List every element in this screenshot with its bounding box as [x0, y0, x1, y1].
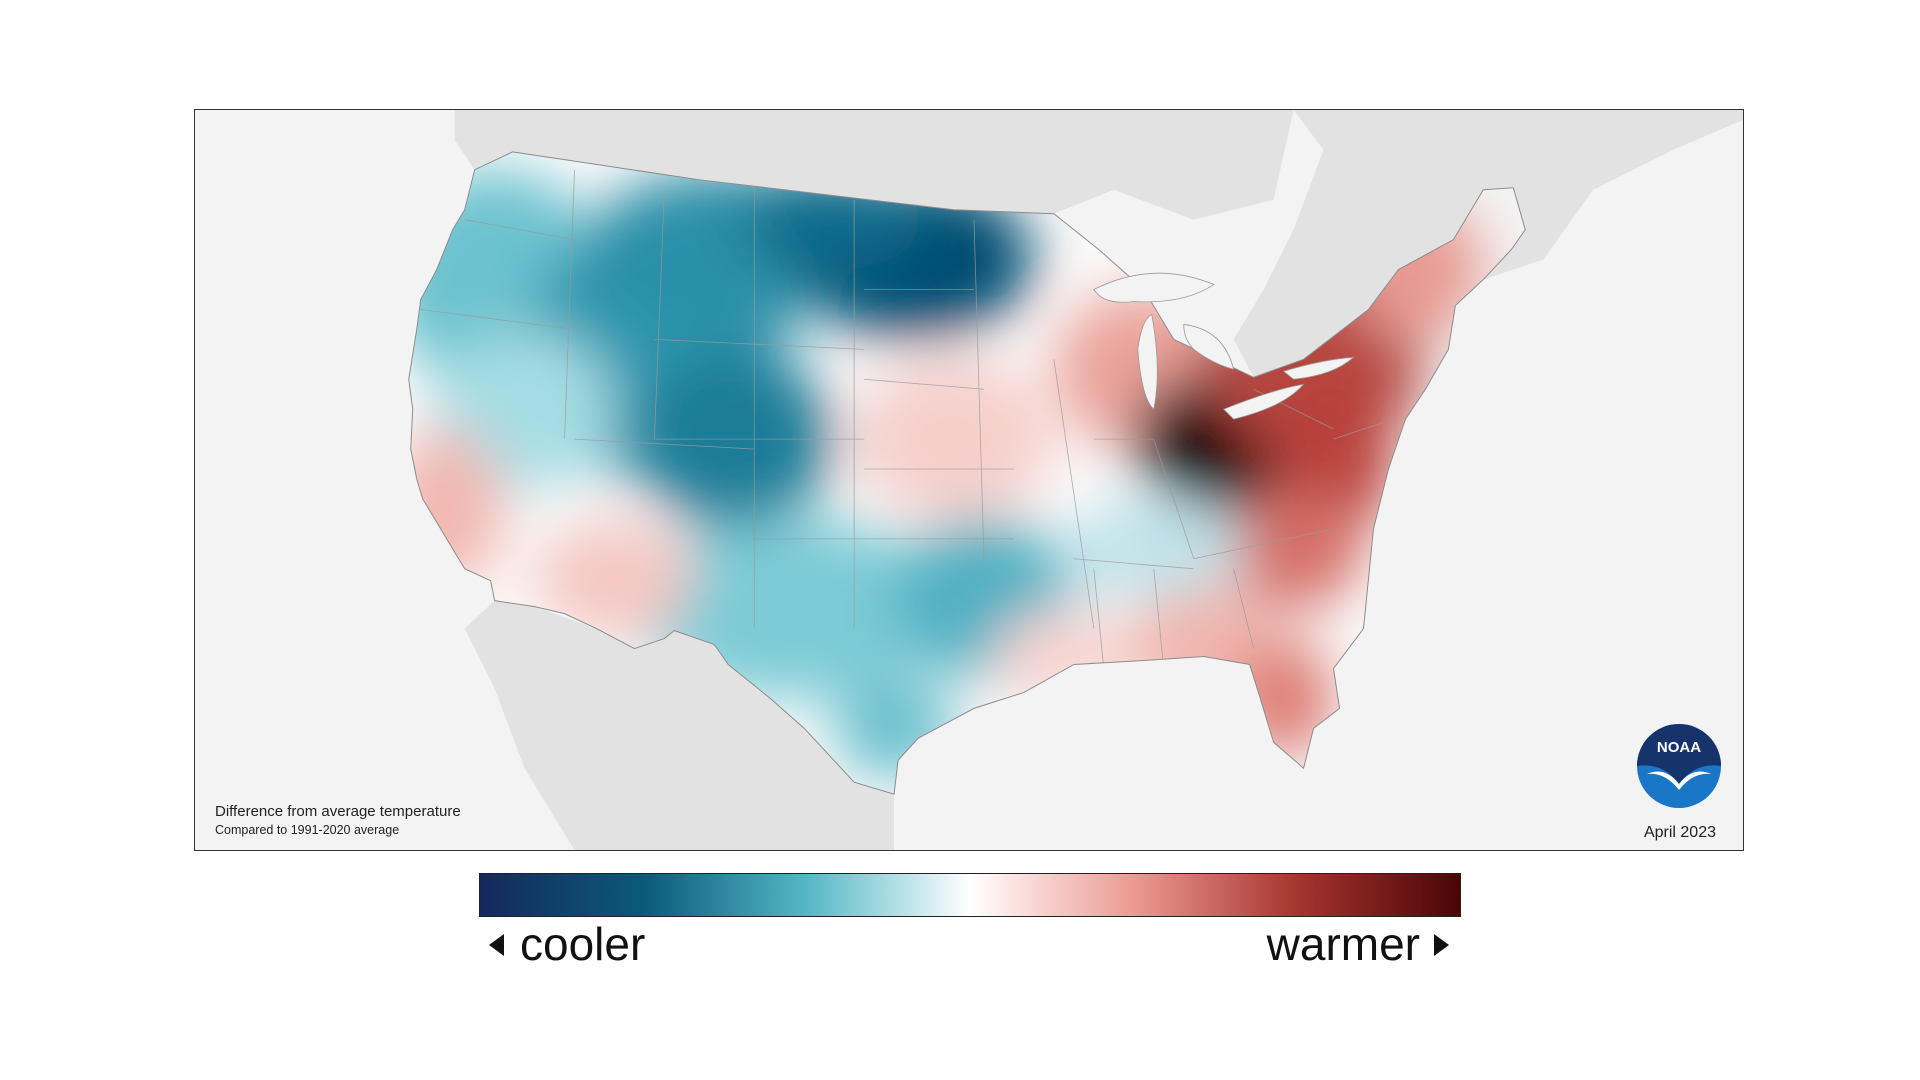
temperature-anomaly-map — [408, 110, 1743, 850]
noaa-logo: NOAA — [1637, 724, 1721, 808]
caption-title: Difference from average temperature — [215, 803, 461, 820]
legend-cooler-label: cooler — [520, 918, 646, 970]
arrow-right-icon — [1434, 934, 1449, 956]
mexico-landmass — [464, 600, 895, 850]
legend-warmer-label: warmer — [1266, 918, 1420, 970]
canada-landmass — [454, 110, 1294, 220]
us-outline — [408, 151, 1526, 795]
noaa-logo-text: NOAA — [1657, 739, 1701, 756]
date-label: April 2023 — [1643, 824, 1716, 841]
arrow-left-icon — [489, 934, 504, 956]
caption-subtitle: Compared to 1991-2020 average — [215, 823, 400, 837]
map-panel: Difference from average temperature Comp… — [194, 109, 1744, 851]
legend-colorbar — [479, 873, 1461, 917]
great-lakes — [1093, 272, 1355, 420]
canada-east — [1233, 110, 1743, 378]
